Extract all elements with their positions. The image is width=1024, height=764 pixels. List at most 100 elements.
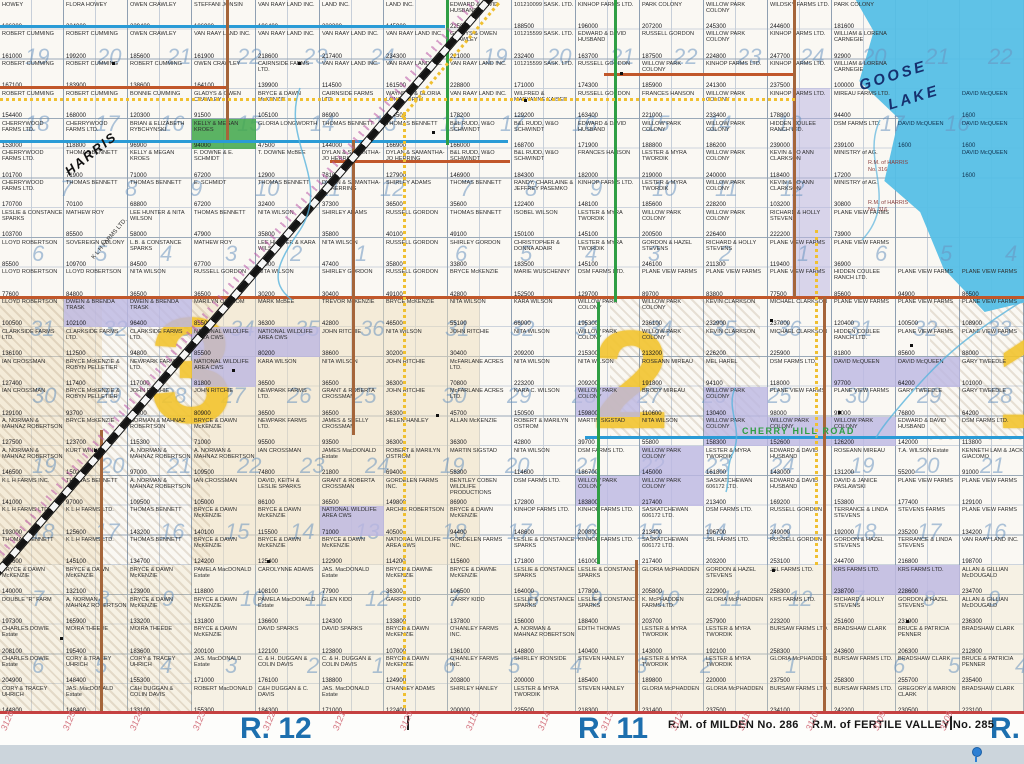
parcel-value: 234700 — [962, 589, 983, 595]
parcel-value: 49100 — [450, 232, 467, 238]
parcel-owner: GARY TWEEDLE — [962, 388, 1007, 395]
parcel-cell: ROSEANN MIREAU 131200 — [832, 446, 896, 476]
parcel-value: 36300 — [386, 589, 403, 595]
parcel-owner: 101210099 SASK. LTD. — [514, 1, 574, 8]
parcel-value: 115300 — [130, 440, 150, 447]
parcel-cell: LESTER & MYRA TWORDIK 143000 — [640, 625, 704, 655]
parcel-value: 253100 — [770, 559, 791, 566]
parcel-cell: DSM FARMS LTD. 129700 — [576, 268, 640, 297]
parcel-cell: DWEIN & BRENDA TRASK 96400 — [128, 297, 192, 328]
parcel-owner: JAS. MacDONALD Estate — [66, 685, 114, 698]
parcel-cell: PAMELA MacDONALD Estate 136600 — [256, 595, 320, 625]
parcel-value: 131200 — [834, 470, 855, 476]
parcel-cell: PLANE VIEW FARMS 85600 — [896, 327, 960, 357]
parcel-owner: B&L RUDD, W&O SCHWINDT — [450, 120, 495, 133]
parcel-cell: BURSAW FARMS LTD. 258300 — [832, 655, 896, 684]
parcel-cell: LESLIE & CONSTANCE SPARKS 156000 — [512, 595, 576, 625]
range-12-label: R. 12 — [240, 712, 312, 745]
parcel-cell: LESTER & MYRA TWORDIK 161800 — [704, 446, 768, 476]
parcel-value: 203700 — [642, 618, 663, 625]
parcel-value: 226200 — [706, 351, 727, 357]
yard-site-dot — [432, 131, 435, 134]
parcel-value: 170700 — [2, 202, 23, 209]
parcel-owner: ALLAN & GILLIAN McDOUGALD — [962, 566, 1009, 579]
section-number: 24 — [770, 453, 795, 478]
parcel-owner: DSM FARMS LTD. — [514, 477, 561, 484]
section-number: 19 — [483, 44, 508, 69]
parcel-owner: THOMAS BENNETT — [130, 507, 182, 514]
parcel-cell: RICHARD & HOLLY STEVENS 211300 — [704, 238, 768, 268]
parcel-owner: DSM FARMS LTD. — [834, 120, 881, 127]
parcel-value: 191800 — [642, 380, 663, 387]
section-number: 32 — [913, 316, 938, 341]
parcel-cell: WILDSKY FARMS LTD. 244600 — [768, 0, 832, 30]
parcel-value: 123900 — [130, 589, 151, 595]
parcel-value: 148400 — [66, 678, 87, 685]
section-number: 27 — [637, 383, 662, 408]
parcel-owner: BRADSHAW CLARK — [834, 626, 887, 633]
parcel-owner: SHIRLEY GORDON — [322, 269, 373, 276]
parcel-cell: KRS FARMS LTD. 223200 — [768, 595, 832, 625]
parcel-cell: A. NORMAN & MAHNAZ ROBERTSON 165900 — [64, 595, 128, 625]
section-number: 18 — [25, 111, 50, 136]
parcel-owner: PLANE VIEW FARMS — [962, 269, 1018, 276]
parcel-value: 152500 — [514, 291, 535, 298]
parcel-owner: DAVID McQUEEN — [898, 358, 944, 365]
parcel-cell: BRYCE & DAWN McKENZIE 124900 — [384, 655, 448, 684]
parcel-cell: ROBERT CUMMING 161000 — [0, 30, 64, 59]
parcel-owner: TERRANCE & LINDA STEVENS — [898, 537, 952, 550]
parcel-value: 118000 — [770, 380, 790, 387]
section-number: 22 — [988, 44, 1013, 69]
parcel-value: 68800 — [130, 202, 147, 209]
parcel-owner: LESLIE & CONSTANCE SPARKS — [514, 566, 575, 579]
parcel-owner: FRANCES HANSON — [578, 150, 631, 157]
parcel-value: 119400 — [770, 261, 790, 268]
parcel-cell: DAVID McQUEEN 1600 — [960, 89, 1024, 119]
parcel-owner: LESTER & MYRA TWORDIK — [642, 626, 687, 639]
parcel-cell: PLANE VIEW FARMS 93000 — [832, 387, 896, 416]
parcel-value: 84800 — [66, 291, 83, 298]
parcel-owner: O'HANLEY FARMS INC. — [450, 656, 499, 669]
parcel-owner: CAIRNSIDE FARMS LTD. — [258, 61, 310, 74]
section-number: 20 — [915, 453, 940, 478]
parcel-cell: MOIRA THEEDE 183600 — [128, 625, 192, 654]
parcel-owner: MOIRA THEEDE — [130, 626, 173, 633]
parcel-value: 232400 — [514, 53, 535, 60]
parcel-owner: ISOBEL WILSON — [514, 209, 558, 216]
section-number: 3 — [635, 653, 648, 678]
parcel-value: 143000 — [642, 648, 663, 655]
parcel-cell: WILLOW PARK COLONY 224800 — [704, 30, 768, 59]
parcel-cell: KINHOP FARMS LTD. 148100 — [576, 179, 640, 208]
parcel-cell: PLANE VIEW FARMS 73900 — [832, 208, 896, 238]
parcel-owner: WILLIAM & LORENA CARNEGIE — [834, 61, 887, 74]
parcel-cell: CHERRYWOOD FARMS LTD. 153000 — [0, 119, 64, 149]
parcel-cell: RUSSELL GORDON 187500 — [640, 30, 704, 59]
parcel-cell: NITA WILSON 36500 — [128, 268, 192, 297]
parcel-owner: LAND INC. — [386, 1, 414, 8]
parcel-owner: NITA WILSON — [130, 269, 166, 276]
parcel-cell: DSM FARMS LTD. 239100 — [832, 119, 896, 149]
parcel-cell: KELLY & MEGAN KROES 71000 — [128, 149, 192, 178]
parcel-value: 30200 — [258, 291, 275, 298]
parcel-value: 144000 — [322, 142, 343, 149]
parcel-value: 165900 — [66, 618, 87, 625]
parcel-cell: DAVID McQUEEN 1600 — [896, 119, 960, 149]
parcel-owner: THOMAS BENNETT — [258, 180, 310, 186]
parcel-owner: EDWARD & DAVID HUSBAND — [898, 418, 947, 431]
parcel-owner: BRYCE & DAWN McKENZIE — [386, 656, 429, 669]
parcel-owner: VAN RAAY LAND INC. — [258, 31, 315, 38]
parcel-owner: CLARKSIDE FARMS LTD. — [130, 328, 183, 341]
section-number: 6 — [893, 653, 906, 678]
parcel-cell: EDWARD & DAVID HUSBAND 171900 — [576, 119, 640, 149]
section-number: 5 — [948, 653, 961, 678]
parcel-cell: VAN RAAY LAND INC. 218600 — [256, 30, 320, 59]
parcel-cell: BRYCE & DAWN McKENZIE 132100 — [64, 565, 128, 595]
parcel-cell: SASKATCHEWAN 606172 LTD. 213400 — [704, 476, 768, 506]
parcel-value: 177400 — [898, 499, 919, 506]
parcel-value: 94000 — [194, 142, 211, 149]
pin-stem — [975, 757, 977, 762]
parcel-owner: NITA WILSON — [642, 418, 678, 424]
parcel-owner: DOUBLE "R" FARM — [2, 596, 52, 603]
parcel-value: 247700 — [770, 53, 791, 60]
parcel-value: 168000 — [66, 113, 87, 119]
